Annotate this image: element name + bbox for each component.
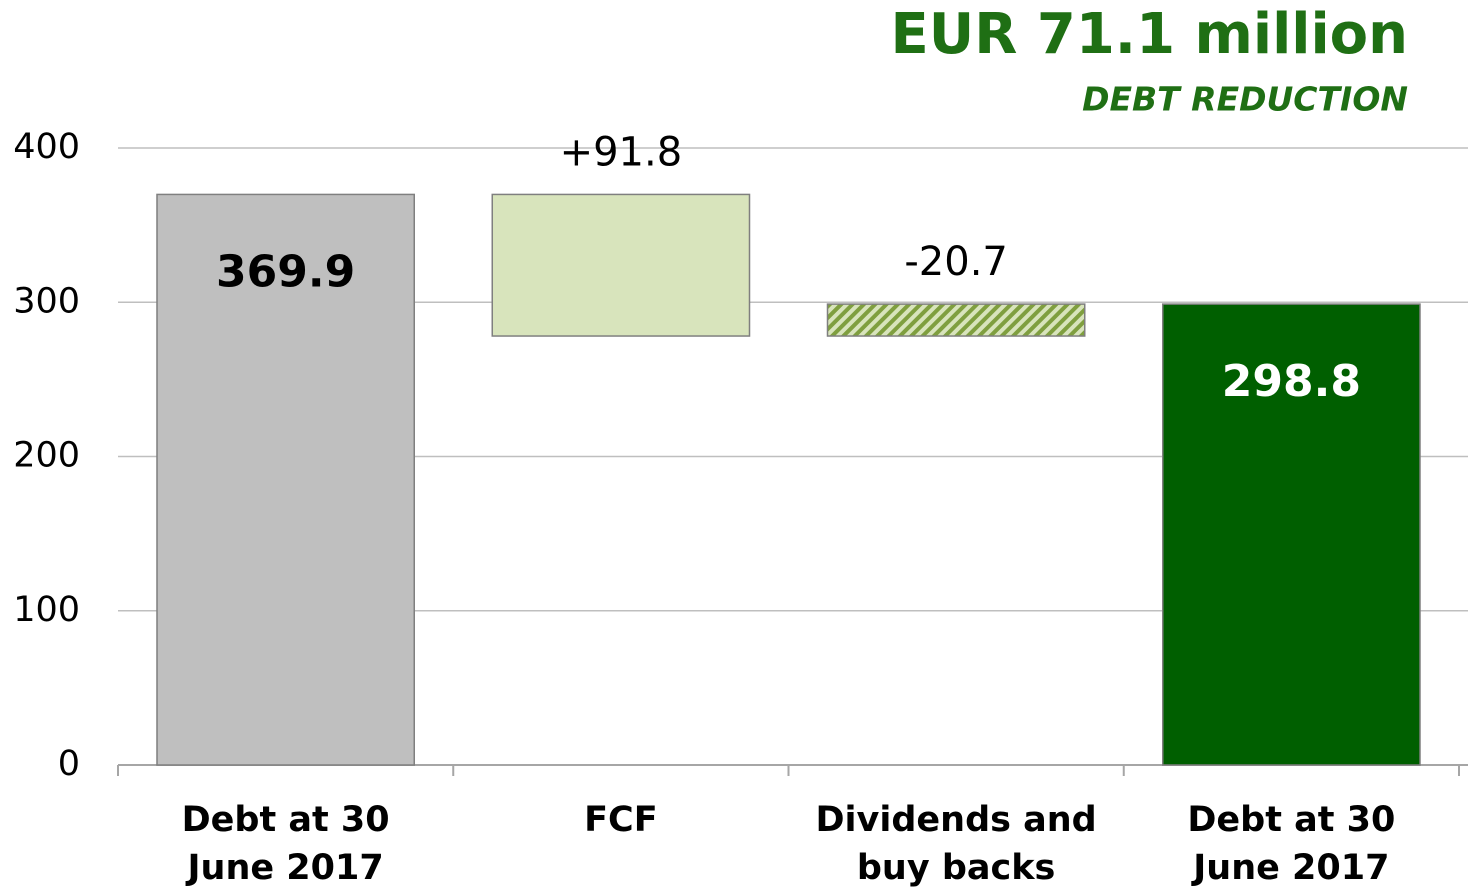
value-label: +91.8 bbox=[560, 129, 683, 175]
x-tick-label: FCF bbox=[584, 800, 658, 840]
y-tick-label: 0 bbox=[58, 744, 80, 784]
x-tick-label: Dividends and buy backs bbox=[815, 800, 1097, 888]
bar bbox=[1162, 303, 1421, 766]
y-tick-label: 300 bbox=[13, 281, 80, 321]
y-tick-label: 100 bbox=[13, 590, 80, 630]
bar bbox=[491, 193, 751, 337]
y-tick-label: 400 bbox=[13, 127, 80, 167]
y-tick-label: 200 bbox=[13, 436, 80, 476]
x-tick-label: Debt at 30 June 2017 bbox=[181, 800, 390, 888]
x-tick-label: Debt at 30 June 2017 bbox=[1187, 800, 1396, 888]
chart-subtitle: DEBT REDUCTION bbox=[1082, 80, 1408, 119]
value-label: -20.7 bbox=[904, 239, 1008, 285]
value-label: 298.8 bbox=[1222, 356, 1361, 407]
chart-title: EUR 71.1 million bbox=[891, 2, 1408, 67]
value-label: 369.9 bbox=[216, 246, 355, 297]
bar bbox=[826, 303, 1086, 337]
bar bbox=[156, 193, 415, 766]
